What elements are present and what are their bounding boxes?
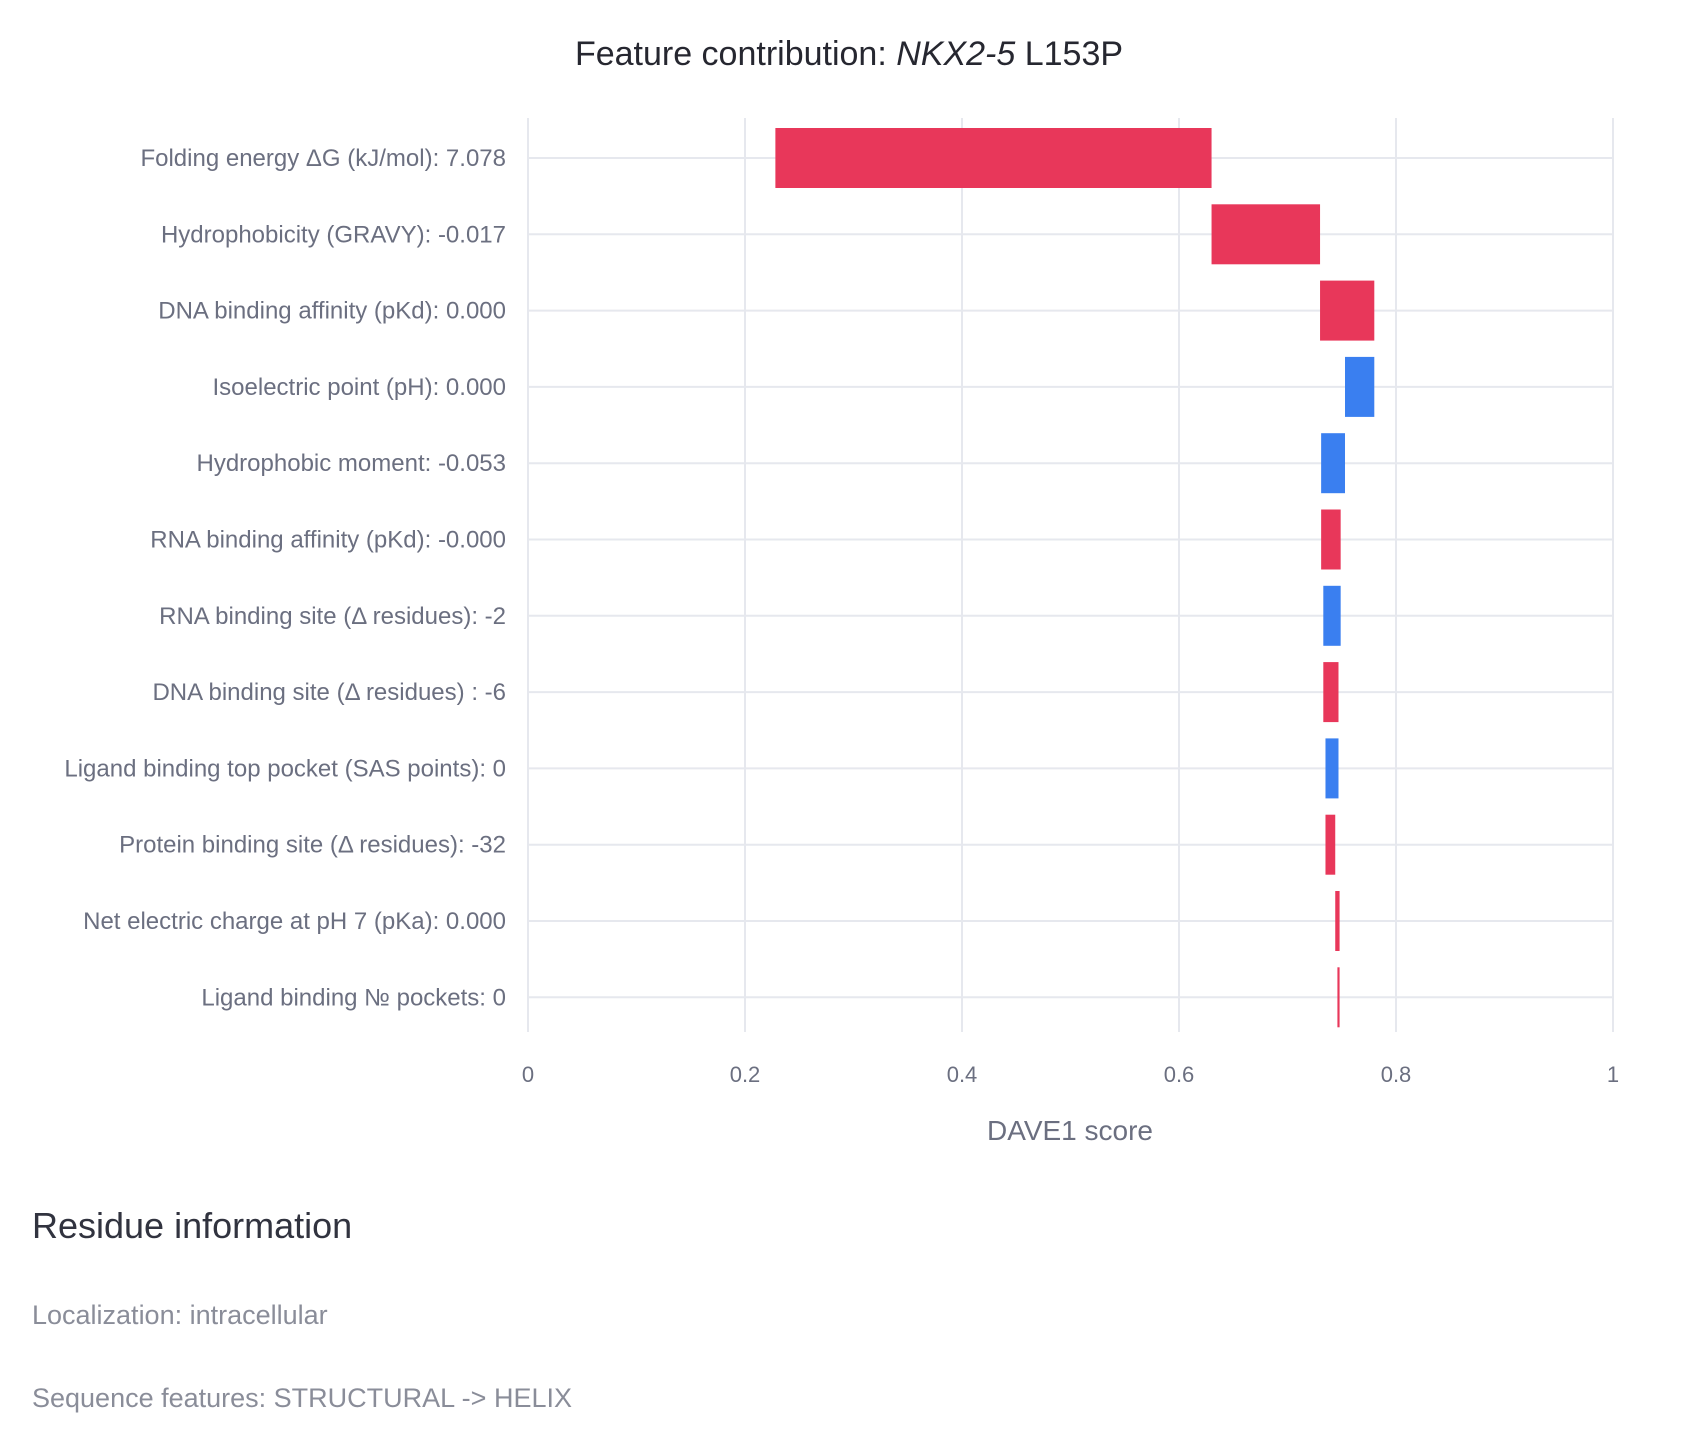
bar-decrease[interactable] — [1345, 356, 1375, 417]
category-label: Isoelectric point (pH): 0.000 — [213, 374, 506, 401]
localization-text: Localization: intracellular — [32, 1300, 328, 1330]
x-tick-label: 0.8 — [1381, 1062, 1412, 1087]
category-label: Ligand binding top pocket (SAS points): … — [64, 755, 506, 782]
bar-decrease[interactable] — [1325, 738, 1339, 799]
bar-increase[interactable] — [1321, 509, 1341, 570]
x-axis-ticks: 0 0.2 0.4 0.6 0.8 1 — [522, 1062, 1619, 1087]
chart-title-prefix: Feature contribution: — [575, 35, 896, 73]
x-tick-label: 0 — [522, 1062, 534, 1087]
x-tick-label: 0.4 — [947, 1062, 978, 1087]
bar-increase[interactable] — [1211, 204, 1321, 265]
bar-increase[interactable] — [1325, 814, 1336, 875]
waterfall-chart: Feature contribution: NKX2-5 L153P Foldi… — [64, 35, 1619, 1146]
category-label: Protein binding site (Δ residues): -32 — [119, 832, 506, 859]
sequence-features-text: Sequence features: STRUCTURAL -> HELIX — [32, 1383, 572, 1413]
gridlines — [527, 118, 1614, 1032]
category-label: DNA binding affinity (pKd): 0.000 — [158, 298, 506, 325]
chart-title-mutation: L153P — [1015, 35, 1123, 73]
bar-increase[interactable] — [1323, 662, 1339, 723]
category-label: DNA binding site (Δ residues) : -6 — [152, 679, 506, 706]
category-label: Ligand binding № pockets: 0 — [201, 984, 506, 1011]
x-axis-title: DAVE1 score — [987, 1115, 1153, 1146]
bar-increase[interactable] — [1335, 891, 1340, 951]
category-label: Hydrophobic moment: -0.053 — [197, 450, 507, 477]
x-tick-label: 0.2 — [730, 1062, 761, 1087]
x-tick-label: 0.6 — [1164, 1062, 1195, 1087]
category-label: Hydrophobicity (GRAVY): -0.017 — [161, 221, 506, 248]
bar-increase[interactable] — [1337, 967, 1340, 1028]
category-label: RNA binding site (Δ residues): -2 — [159, 603, 506, 630]
category-label: Folding energy ΔG (kJ/mol): 7.078 — [140, 145, 506, 172]
bar-increase[interactable] — [1320, 280, 1375, 341]
chart-title: Feature contribution: NKX2-5 L153P — [575, 35, 1123, 73]
category-label: Net electric charge at pH 7 (pKa): 0.000 — [83, 908, 506, 935]
residue-info-heading: Residue information — [32, 1205, 353, 1246]
bar-decrease[interactable] — [1323, 585, 1341, 646]
bar-increase[interactable] — [775, 128, 1212, 188]
category-label: RNA binding affinity (pKd): -0.000 — [150, 527, 506, 554]
chart-title-gene: NKX2-5 — [896, 35, 1015, 73]
bar-decrease[interactable] — [1321, 433, 1346, 494]
bars — [775, 128, 1375, 1028]
category-labels: Folding energy ΔG (kJ/mol): 7.078 Hydroph… — [64, 145, 506, 1011]
x-tick-label: 1 — [1607, 1062, 1619, 1087]
